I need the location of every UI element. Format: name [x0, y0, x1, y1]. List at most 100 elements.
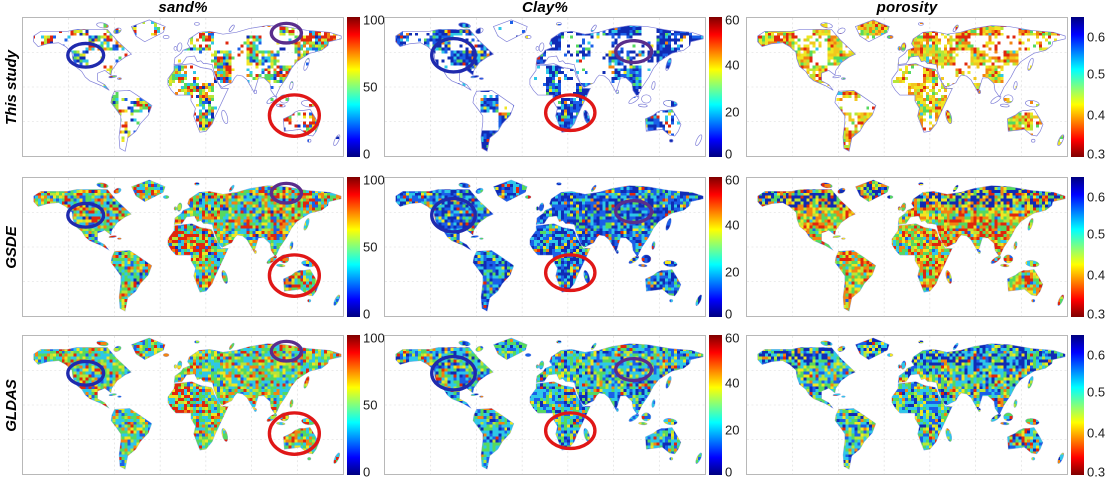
raster-data-cells	[757, 19, 1066, 152]
column-titles-row: sand% Clay% porosity	[0, 0, 1108, 17]
annotation-ellipse	[267, 93, 322, 138]
colorbar-tick-label: 0	[363, 464, 371, 480]
colorbar-tick-label: 0.5	[1087, 66, 1106, 82]
colorbar-this-study-clay: 60 40 20 0	[706, 13, 746, 161]
coastlines	[33, 337, 342, 470]
raster-data-cells	[757, 179, 1066, 312]
coastlines	[33, 19, 342, 152]
colorbar-tick-label: 60	[725, 12, 740, 28]
annotation-ellipse	[430, 354, 477, 392]
annotation-ellipse	[543, 93, 597, 133]
raster-data-cells	[757, 337, 1066, 470]
coastlines	[757, 179, 1066, 312]
column-title-clay: Clay%	[521, 0, 569, 16]
colorbar-tick-label: 20	[725, 264, 740, 279]
colorbar-tick-label: 0.3	[1087, 306, 1106, 322]
annotation-ellipse	[269, 339, 304, 363]
annotation-ellipse	[269, 21, 304, 45]
world-map-svg	[23, 18, 343, 156]
coastlines	[395, 19, 704, 152]
colorbar-tick-label: 0.4	[1087, 107, 1106, 123]
colorbar-this-study-porosity: 0.6 0.5 0.4 0.3	[1068, 17, 1108, 161]
colorbar-tick-label: 50	[363, 79, 378, 95]
colorbar-tick-label: 0.4	[1087, 425, 1106, 441]
colorbar-tick-label: 100	[363, 172, 385, 188]
world-map-svg	[385, 178, 705, 316]
world-map-svg	[747, 18, 1067, 156]
colorbar-tick-label: 0.5	[1087, 226, 1106, 242]
world-map-svg	[385, 18, 705, 156]
map-panel-gsde-porosity	[746, 177, 1068, 317]
colorbar-gradient	[347, 177, 360, 317]
map-panel-gldas-porosity	[746, 335, 1068, 475]
raster-data-cells	[395, 337, 704, 470]
coastlines	[757, 19, 1066, 152]
colorbar-tick-label: 0	[725, 146, 733, 162]
colorbar-gradient	[347, 335, 360, 475]
colorbar-this-study-sand: 100 50 0	[344, 13, 385, 161]
annotation-ellipse	[614, 198, 654, 225]
colorbar-tick-label: 0.4	[1087, 267, 1106, 283]
colorbar-gldas-porosity: 0.6 0.5 0.4 0.3	[1068, 335, 1108, 479]
colorbar-tick-label: 60	[725, 172, 740, 188]
column-title-porosity: porosity	[876, 0, 938, 16]
colorbar-tick-label: 50	[363, 397, 378, 413]
map-panel-gsde-clay	[384, 177, 706, 317]
colorbar-gldas-clay: 60 40 20 0	[706, 331, 746, 479]
colorbar-gradient	[709, 17, 722, 157]
map-panel-this-study-porosity	[746, 17, 1068, 157]
annotation-ellipse	[430, 36, 477, 74]
annotation-ellipse	[267, 253, 322, 298]
row-label-gsde: GSDE	[2, 225, 20, 269]
annotation-ellipse	[614, 356, 654, 383]
colorbar-gradient	[347, 17, 360, 157]
world-map-svg	[385, 336, 705, 474]
row-label-gldas: GLDAS	[2, 378, 20, 432]
colorbar-gsde-sand: 100 50 0	[344, 173, 385, 321]
map-panel-gldas-clay	[384, 335, 706, 475]
annotation-ellipse	[66, 359, 106, 387]
colorbar-tick-label: 0.3	[1087, 146, 1106, 162]
map-panel-this-study-sand	[22, 17, 344, 157]
annotation-ellipse	[543, 411, 597, 451]
world-map-svg	[23, 178, 343, 316]
colorbar-tick-label: 60	[725, 330, 740, 346]
colorbar-tick-label: 40	[725, 375, 740, 391]
colorbar-tick-label: 0	[363, 146, 371, 162]
coastlines	[395, 337, 704, 470]
colorbar-gradient	[1071, 335, 1084, 475]
row-gsde: GSDE 100 50 0 60 40 20 0 0.6 0.5 0.4 0.3	[0, 173, 1108, 321]
colorbar-tick-label: 0	[725, 464, 733, 480]
colorbar-tick-label: 0	[725, 306, 733, 322]
spacer	[1068, 0, 1108, 17]
map-panel-this-study-clay	[384, 17, 706, 157]
map-panel-gldas-sand	[22, 335, 344, 475]
colorbar-tick-label: 20	[725, 104, 740, 119]
annotation-ellipse	[66, 41, 106, 69]
map-panel-gsde-sand	[22, 177, 344, 317]
colorbar-tick-label: 0	[363, 306, 371, 322]
colorbar-tick-label: 20	[725, 422, 740, 437]
colorbar-tick-label: 40	[725, 57, 740, 73]
world-map-svg	[23, 336, 343, 474]
world-map-svg	[747, 336, 1067, 474]
annotation-ellipse	[430, 196, 477, 234]
coastlines	[33, 179, 342, 312]
colorbar-gradient	[709, 177, 722, 317]
coastlines	[395, 179, 704, 312]
row-label-this-study: This study	[2, 49, 20, 125]
colorbar-gsde-porosity: 0.6 0.5 0.4 0.3	[1068, 177, 1108, 321]
raster-data-cells	[395, 19, 704, 152]
colorbar-gradient	[1071, 17, 1084, 157]
annotation-ellipse	[66, 201, 106, 229]
colorbar-gsde-clay: 60 40 20 0	[706, 173, 746, 321]
colorbar-tick-label: 0.6	[1087, 347, 1106, 363]
colorbar-tick-label: 0.6	[1087, 189, 1106, 205]
colorbar-tick-label: 0.6	[1087, 29, 1106, 45]
colorbar-tick-label: 50	[363, 239, 378, 255]
colorbar-gradient	[1071, 177, 1084, 317]
annotation-ellipse	[614, 38, 654, 65]
colorbar-tick-label: 0.3	[1087, 464, 1106, 480]
column-title-sand: sand%	[158, 0, 208, 16]
